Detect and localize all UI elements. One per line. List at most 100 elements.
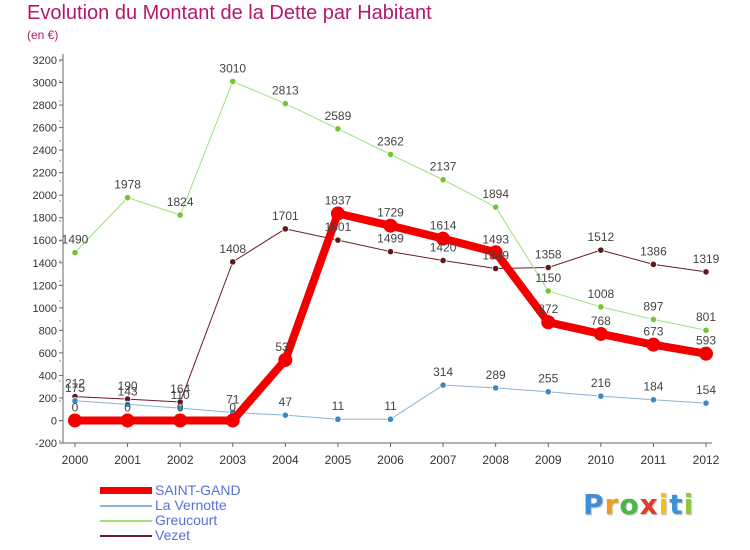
- data-point-saint-gand: [225, 413, 240, 428]
- data-label-saint-gand: 0: [72, 400, 79, 414]
- y-tick-label: 2800: [33, 100, 57, 112]
- data-point-saint-gand: [120, 413, 135, 428]
- data-point-la-vernotte: [702, 399, 710, 407]
- data-label-vezet: 1701: [272, 209, 299, 223]
- data-point-saint-gand: [593, 326, 608, 341]
- y-tick-label: 3200: [33, 55, 57, 67]
- data-point-vezet: [492, 264, 500, 273]
- data-point-greucourt: [281, 99, 289, 108]
- y-tick-label: 1600: [33, 235, 57, 247]
- data-label-la-vernotte: 255: [538, 372, 558, 386]
- data-label-vezet: 1358: [535, 247, 562, 261]
- data-label-greucourt: 1824: [167, 195, 194, 209]
- data-label-greucourt: 2362: [377, 134, 404, 148]
- data-label-saint-gand: 768: [591, 314, 611, 328]
- legend-item-la-vernotte: La Vernotte: [100, 497, 300, 513]
- x-tick-label: 2005: [325, 453, 352, 467]
- data-label-vezet: 1512: [587, 230, 614, 244]
- data-point-saint-gand: [383, 218, 398, 233]
- data-point-la-vernotte: [386, 415, 395, 423]
- data-labels: 212 190 164 1408 1701 1601 1499 1420 1349 1358 151…: [62, 61, 720, 414]
- chart-subtitle: (en €): [27, 28, 59, 42]
- data-point-greucourt: [439, 176, 447, 184]
- logo-letter: r: [604, 488, 620, 521]
- data-point-greucourt: [71, 249, 79, 257]
- data-point-la-vernotte: [544, 388, 552, 396]
- x-tick-label: 2008: [482, 453, 509, 467]
- data-label-saint-gand: 1837: [325, 194, 352, 208]
- data-label-greucourt: 897: [643, 299, 663, 313]
- data-point-la-vernotte: [492, 384, 500, 392]
- data-point-la-vernotte: [123, 400, 132, 408]
- data-label-la-vernotte: 216: [591, 376, 611, 390]
- data-label-vezet: 1499: [377, 232, 404, 246]
- data-label-saint-gand: 537: [275, 340, 295, 354]
- data-point-la-vernotte: [334, 415, 342, 423]
- logo-letter: i: [683, 488, 695, 521]
- y-tick-label: 0: [51, 415, 57, 427]
- data-label-la-vernotte: 314: [433, 365, 453, 379]
- legend-swatch: [100, 487, 152, 494]
- x-tick-label: 2012: [693, 453, 720, 467]
- data-point-saint-gand: [541, 315, 556, 330]
- data-point-la-vernotte: [649, 396, 658, 404]
- y-tick-label: 2600: [33, 123, 57, 135]
- data-label-la-vernotte: 184: [643, 380, 663, 394]
- logo-letter: t: [669, 488, 684, 521]
- data-label-vezet: 1420: [430, 241, 457, 255]
- data-point-saint-gand: [330, 206, 345, 221]
- y-tick-label: 800: [39, 325, 57, 337]
- data-point-greucourt: [597, 303, 605, 311]
- data-label-la-vernotte: 175: [65, 381, 85, 395]
- data-point-greucourt: [649, 315, 658, 324]
- data-label-saint-gand: 0: [177, 400, 184, 414]
- data-label-vezet: 1319: [693, 252, 720, 266]
- data-point-saint-gand: [646, 337, 661, 352]
- x-tick-label: 2010: [587, 453, 614, 467]
- data-label-vezet: 1408: [219, 242, 246, 256]
- data-point-vezet: [229, 258, 237, 266]
- y-tick-label: -200: [35, 438, 57, 450]
- data-label-la-vernotte: 11: [384, 399, 397, 413]
- data-label-saint-gand: 1614: [430, 219, 457, 233]
- axes: -200020040060080010001200140016001800200…: [33, 54, 720, 467]
- legend-item-saint-gand: SAINT-GAND: [100, 482, 300, 498]
- data-point-vezet: [597, 246, 605, 254]
- data-point-la-vernotte: [439, 381, 447, 389]
- x-tick-label: 2002: [167, 453, 194, 467]
- data-label-vezet: 1349: [482, 249, 509, 263]
- x-tick-label: 2006: [377, 453, 404, 467]
- data-point-greucourt: [386, 150, 395, 158]
- data-label-saint-gand: 872: [538, 302, 558, 316]
- x-tick-label: 2011: [641, 453, 667, 467]
- y-tick-label: 1200: [33, 280, 57, 292]
- data-point-greucourt: [176, 211, 184, 219]
- legend-swatch: [100, 520, 152, 522]
- data-point-la-vernotte: [597, 392, 605, 400]
- data-point-vezet: [702, 268, 710, 276]
- data-point-greucourt: [229, 77, 237, 86]
- x-tick-label: 2004: [272, 453, 299, 467]
- data-point-saint-gand: [68, 413, 82, 428]
- logo-letter: i: [658, 488, 670, 521]
- x-tick-label: 2007: [430, 453, 457, 467]
- x-tick-label: 2000: [62, 453, 89, 467]
- legend-label: Vezet: [155, 527, 191, 543]
- y-tick-label: 2200: [33, 168, 57, 180]
- data-label-greucourt: 2589: [325, 109, 352, 123]
- legend-item-greucourt: Greucourt: [100, 512, 300, 528]
- data-label-la-vernotte: 11: [332, 399, 345, 413]
- data-label-greucourt: 3010: [219, 61, 246, 75]
- legend-swatch: [100, 505, 152, 507]
- data-label-greucourt: 1490: [62, 233, 89, 247]
- x-tick-label: 2001: [114, 453, 141, 467]
- y-tick-label: 200: [39, 393, 57, 405]
- y-tick-label: 3000: [33, 78, 57, 90]
- data-point-saint-gand: [278, 352, 293, 367]
- data-label-greucourt: 1150: [535, 271, 561, 285]
- data-point-la-vernotte: [176, 404, 184, 412]
- data-label-saint-gand: 1729: [377, 206, 404, 220]
- data-point-vezet: [544, 263, 552, 272]
- data-label-greucourt: 1894: [482, 187, 509, 201]
